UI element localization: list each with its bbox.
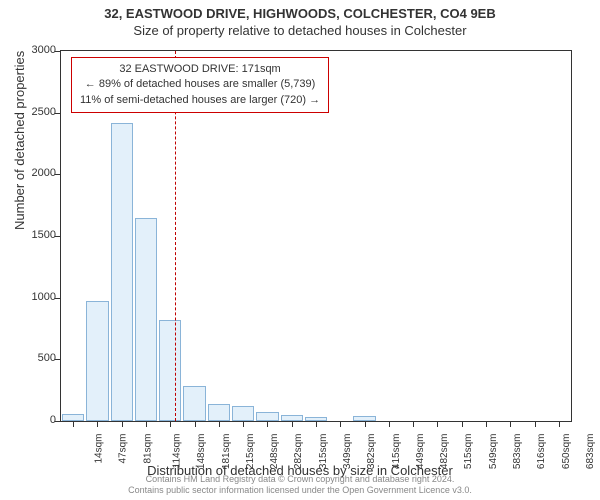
info-line-2: ← 89% of detached houses are smaller (5,…: [80, 77, 320, 92]
x-tick: [437, 421, 438, 427]
x-tick-label: 81sqm: [142, 434, 153, 464]
footer-text: Contains HM Land Registry data © Crown c…: [0, 474, 600, 496]
x-tick-label: 148sqm: [196, 434, 207, 470]
x-tick-label: 515sqm: [464, 434, 475, 470]
x-tick: [122, 421, 123, 427]
y-tick-label: 2500: [16, 106, 56, 118]
x-tick: [219, 421, 220, 427]
x-tick: [559, 421, 560, 427]
y-tick-label: 1500: [16, 229, 56, 241]
x-tick-label: 14sqm: [94, 434, 105, 464]
x-tick: [292, 421, 293, 427]
histogram-bar: [208, 404, 230, 421]
x-tick-label: 650sqm: [561, 434, 572, 470]
histogram-bar: [183, 386, 205, 421]
histogram-bar: [232, 406, 254, 421]
chart-title: 32, EASTWOOD DRIVE, HIGHWOODS, COLCHESTE…: [0, 0, 600, 21]
x-tick-label: 282sqm: [294, 434, 305, 470]
plot-area: 32 EASTWOOD DRIVE: 171sqm ← 89% of detac…: [60, 50, 572, 422]
x-tick-label: 181sqm: [221, 434, 232, 470]
x-tick: [486, 421, 487, 427]
x-tick-label: 549sqm: [488, 434, 499, 470]
x-tick: [413, 421, 414, 427]
y-tick-label: 2000: [16, 167, 56, 179]
y-tick-label: 0: [16, 414, 56, 426]
x-tick-label: 482sqm: [439, 434, 450, 470]
histogram-bar: [159, 320, 181, 421]
x-tick-label: 248sqm: [269, 434, 280, 470]
x-tick: [316, 421, 317, 427]
x-tick: [389, 421, 390, 427]
x-tick: [535, 421, 536, 427]
y-tick-label: 3000: [16, 44, 56, 56]
histogram-bar: [111, 123, 133, 421]
x-tick-label: 315sqm: [318, 434, 329, 470]
x-tick: [510, 421, 511, 427]
histogram-bar: [256, 412, 278, 421]
chart-subtitle: Size of property relative to detached ho…: [0, 21, 600, 38]
footer-line-1: Contains HM Land Registry data © Crown c…: [0, 474, 600, 485]
x-tick-label: 415sqm: [391, 434, 402, 470]
x-tick: [365, 421, 366, 427]
x-tick: [340, 421, 341, 427]
x-tick-label: 114sqm: [171, 434, 182, 469]
info-box: 32 EASTWOOD DRIVE: 171sqm ← 89% of detac…: [71, 57, 329, 113]
histogram-bar: [62, 414, 84, 421]
x-tick: [73, 421, 74, 427]
histogram-chart: 32, EASTWOOD DRIVE, HIGHWOODS, COLCHESTE…: [0, 0, 600, 500]
y-tick-label: 500: [16, 352, 56, 364]
x-tick-label: 449sqm: [415, 434, 426, 470]
x-tick: [243, 421, 244, 427]
x-tick-label: 215sqm: [245, 434, 256, 470]
histogram-bar: [135, 218, 157, 422]
info-line-3: 11% of semi-detached houses are larger (…: [80, 93, 320, 108]
x-tick: [146, 421, 147, 427]
footer-line-2: Contains public sector information licen…: [0, 485, 600, 496]
x-tick: [462, 421, 463, 427]
x-tick: [267, 421, 268, 427]
histogram-bar: [86, 301, 108, 421]
x-tick: [195, 421, 196, 427]
x-tick: [97, 421, 98, 427]
x-tick: [170, 421, 171, 427]
x-tick-label: 583sqm: [512, 434, 523, 470]
y-axis-label: Number of detached properties: [12, 51, 27, 230]
x-tick-label: 683sqm: [585, 434, 596, 470]
x-tick-label: 616sqm: [536, 434, 547, 470]
x-tick-label: 382sqm: [366, 434, 377, 470]
x-tick-label: 349sqm: [342, 434, 353, 470]
info-line-1: 32 EASTWOOD DRIVE: 171sqm: [80, 62, 320, 77]
x-tick-label: 47sqm: [118, 434, 129, 464]
y-tick-label: 1000: [16, 291, 56, 303]
